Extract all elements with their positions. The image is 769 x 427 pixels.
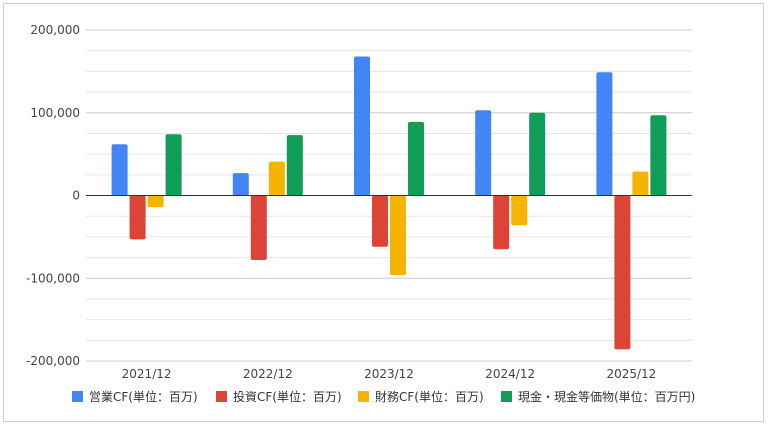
- legend-swatch: [216, 391, 227, 402]
- legend-label: 財務CF(単位：百万): [375, 389, 484, 404]
- bar-3-2022-12: [268, 161, 285, 196]
- bar-2-2024-12: [493, 195, 510, 250]
- y-tick-label: 100,000: [30, 106, 80, 120]
- x-axis-ticks: 2021/12 2022/12 2023/12 2024/12 2025/12: [122, 367, 657, 381]
- y-tick-label: 0: [72, 189, 80, 203]
- bar-3-2025-12: [632, 171, 649, 196]
- x-tick-label: 2022/12: [243, 367, 293, 381]
- y-tick-label: 200,000: [30, 23, 80, 37]
- legend-swatch: [358, 391, 369, 402]
- bar-2-2023-12: [372, 195, 388, 247]
- x-tick-label: 2025/12: [606, 367, 656, 381]
- x-tick-label: 2021/12: [122, 367, 172, 381]
- legend-swatch: [501, 391, 512, 402]
- x-tick-label: 2023/12: [364, 367, 414, 381]
- bar-1-2023-12: [354, 56, 370, 196]
- legend-label: 現金・現金等価物(単位：百万円): [518, 389, 695, 404]
- bar-2-2022-12: [250, 195, 267, 261]
- y-tick-label: -100,000: [26, 271, 80, 285]
- x-tick-label: 2024/12: [485, 367, 535, 381]
- bar-3-2024-12: [511, 195, 528, 226]
- bar-3-2021-12: [147, 195, 164, 208]
- bar-4-2021-12: [165, 134, 182, 196]
- bar-1-2024-12: [475, 110, 492, 196]
- bar-4-2023-12: [408, 121, 424, 196]
- legend-label: 営業CF(単位：百万): [89, 389, 198, 404]
- legend-label: 投資CF(単位：百万): [233, 389, 342, 404]
- bar-1-2022-12: [232, 173, 249, 196]
- y-tick-label: -200,000: [26, 354, 80, 368]
- bar-2-2025-12: [614, 195, 631, 350]
- bar-2-2021-12: [129, 195, 146, 240]
- bar-1-2025-12: [596, 72, 613, 196]
- bar-3-2023-12: [390, 195, 406, 275]
- bar-4-2024-12: [529, 112, 546, 196]
- bar-4-2025-12: [650, 115, 667, 196]
- legend: 営業CF(単位：百万) 投資CF(単位：百万) 財務CF(単位：百万) 現金・現金等価…: [72, 389, 695, 404]
- bars: [111, 56, 667, 350]
- bar-4-2022-12: [286, 135, 303, 196]
- bar-1-2021-12: [111, 144, 128, 196]
- legend-swatch: [72, 391, 83, 402]
- y-axis-ticks: 200,000 100,000 0 -100,000 -200,000: [26, 23, 80, 368]
